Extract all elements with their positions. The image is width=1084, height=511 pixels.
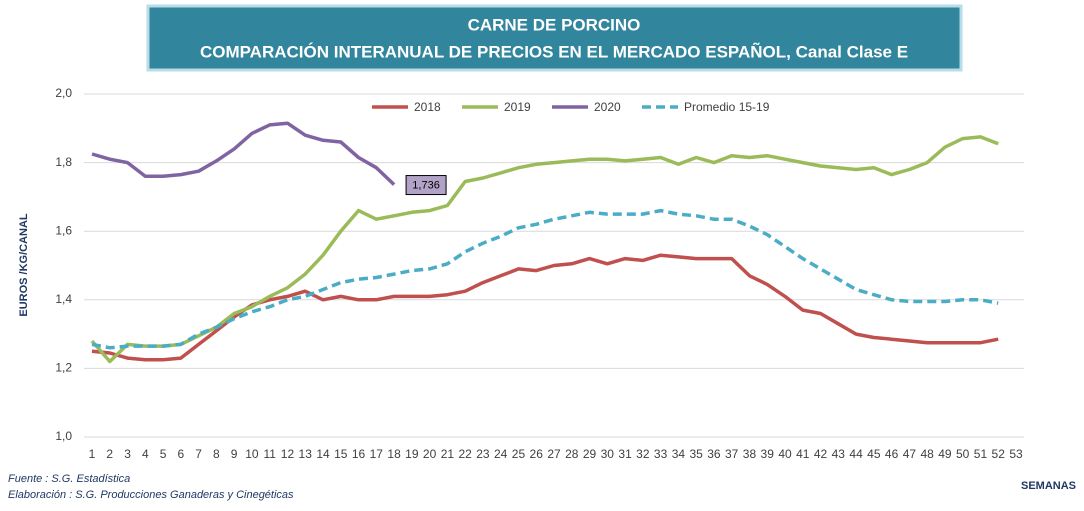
x-tick-label: 36	[707, 447, 721, 461]
y-tick-label: 1,2	[55, 361, 72, 375]
x-tick-label: 33	[654, 447, 668, 461]
x-tick-label: 34	[672, 447, 686, 461]
x-tick-label: 41	[796, 447, 810, 461]
legend-label: 2018	[414, 100, 441, 114]
x-axis-label: SEMANAS	[1021, 480, 1076, 492]
data-label-box	[405, 175, 447, 196]
y-tick-label: 1,6	[55, 223, 72, 237]
x-tick-label: 28	[565, 447, 579, 461]
x-tick-label: 38	[743, 447, 757, 461]
x-tick-label: 21	[441, 447, 455, 461]
x-tick-label: 23	[476, 447, 490, 461]
x-tick-label: 45	[867, 447, 881, 461]
x-tick-label: 15	[334, 447, 348, 461]
chart-title: CARNE DE PORCINO	[468, 15, 641, 34]
x-tick-label: 39	[761, 447, 775, 461]
x-tick-label: 50	[956, 447, 970, 461]
x-tick-label: 1	[89, 447, 96, 461]
series-line	[91, 121, 396, 186]
credit-note: Elaboración : S.G. Producciones Ganadera…	[8, 489, 294, 501]
x-tick-label: 14	[316, 447, 330, 461]
x-tick-label: 43	[832, 447, 846, 461]
x-tick-label: 26	[530, 447, 544, 461]
x-tick-label: 3	[124, 447, 131, 461]
x-tick-label: 40	[778, 447, 792, 461]
series-line	[90, 135, 999, 364]
data-label: 1,736	[412, 179, 440, 191]
x-tick-label: 51	[974, 447, 988, 461]
x-tick-label: 37	[725, 447, 739, 461]
x-tick-label: 9	[231, 447, 238, 461]
x-tick-label: 53	[1009, 447, 1023, 461]
x-tick-label: 11	[263, 447, 276, 461]
x-tick-label: 30	[601, 447, 615, 461]
x-tick-label: 18	[387, 447, 401, 461]
y-tick-label: 1,8	[55, 155, 72, 169]
x-tick-label: 49	[938, 447, 952, 461]
x-tick-label: 42	[814, 447, 828, 461]
x-tick-label: 48	[920, 447, 934, 461]
series-line	[91, 208, 999, 350]
x-tick-label: 35	[689, 447, 703, 461]
x-tick-label: 4	[142, 447, 149, 461]
x-tick-label: 2	[106, 447, 113, 461]
x-tick-label: 20	[423, 447, 437, 461]
x-tick-label: 22	[458, 447, 472, 461]
chart-subtitle: COMPARACIÓN INTERANUAL DE PRECIOS EN EL …	[200, 41, 908, 61]
x-tick-label: 47	[903, 447, 917, 461]
x-tick-label: 52	[992, 447, 1006, 461]
x-tick-label: 7	[195, 447, 202, 461]
x-tick-label: 19	[405, 447, 419, 461]
x-tick-label: 12	[281, 447, 295, 461]
x-tick-label: 44	[849, 447, 863, 461]
legend-label: Promedio 15-19	[684, 100, 770, 114]
legend-label: 2020	[594, 100, 621, 114]
x-tick-label: 24	[494, 447, 508, 461]
title-box	[146, 4, 963, 72]
source-note: Fuente : S.G. Estadística	[8, 473, 130, 485]
x-tick-label: 17	[370, 447, 384, 461]
x-tick-label: 31	[618, 447, 632, 461]
x-tick-label: 16	[352, 447, 366, 461]
legend-label: 2019	[504, 100, 531, 114]
x-tick-label: 32	[636, 447, 650, 461]
x-tick-label: 29	[583, 447, 597, 461]
y-tick-label: 2,0	[55, 86, 72, 100]
x-tick-label: 8	[213, 447, 220, 461]
x-tick-label: 13	[299, 447, 313, 461]
series-line	[91, 253, 999, 362]
y-tick-label: 1,0	[55, 429, 72, 443]
x-tick-label: 27	[547, 447, 561, 461]
y-axis-label: EUROS /KG/CANAL	[18, 213, 30, 317]
y-tick-label: 1,4	[55, 292, 72, 306]
x-tick-label: 5	[160, 447, 167, 461]
x-tick-label: 25	[512, 447, 526, 461]
x-tick-label: 6	[178, 447, 185, 461]
x-tick-label: 10	[245, 447, 259, 461]
x-tick-label: 46	[885, 447, 899, 461]
